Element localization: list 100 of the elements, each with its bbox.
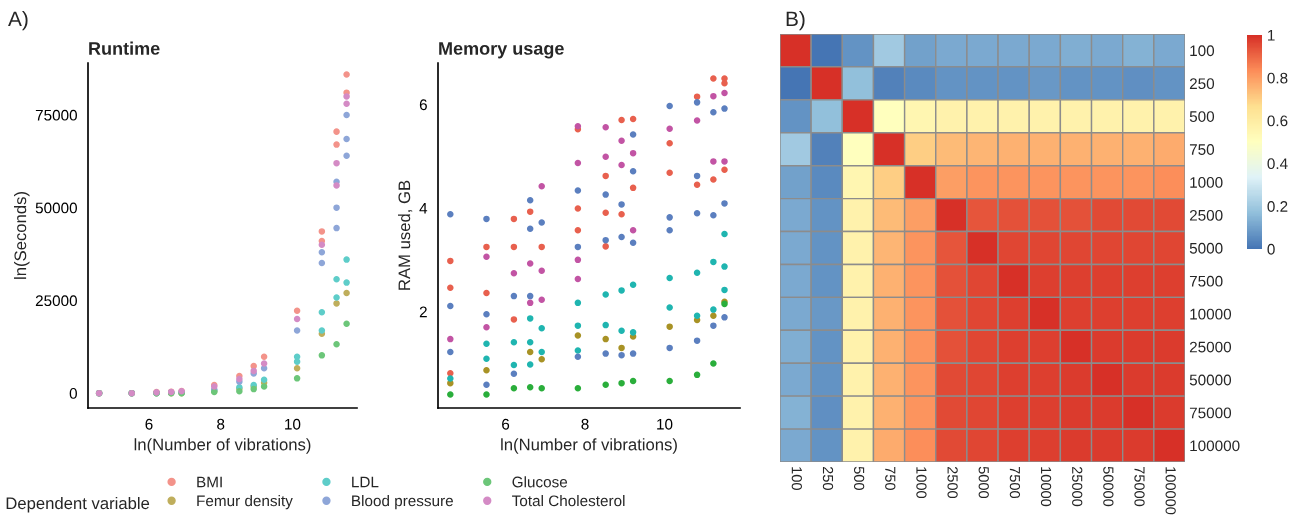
color-bar-label: 0.8 xyxy=(1267,72,1288,84)
point xyxy=(526,260,534,267)
point xyxy=(318,259,326,267)
point xyxy=(526,315,534,322)
point xyxy=(629,227,637,234)
point xyxy=(693,181,701,188)
point xyxy=(538,267,545,274)
point xyxy=(710,322,717,329)
point xyxy=(538,356,545,363)
point xyxy=(721,263,728,270)
y-tick-label: 75000 xyxy=(1189,407,1232,419)
point xyxy=(629,329,637,336)
x-tick-label: 500 xyxy=(853,466,865,490)
point xyxy=(293,315,301,323)
point xyxy=(721,314,728,321)
point xyxy=(538,243,545,251)
point xyxy=(483,355,490,363)
point xyxy=(666,274,673,282)
point xyxy=(574,256,582,264)
x-tick-label: 10 xyxy=(285,418,301,430)
x-tick-label: 8 xyxy=(217,418,225,430)
point xyxy=(693,371,701,379)
point xyxy=(343,320,350,328)
point xyxy=(483,391,490,398)
point xyxy=(721,158,728,165)
point xyxy=(333,300,340,307)
point xyxy=(666,125,673,133)
y-tick-label: 750 xyxy=(1189,144,1215,155)
y-tick-label: 250 xyxy=(1189,78,1215,90)
legend-label: Total Cholesterol xyxy=(512,495,625,507)
point xyxy=(666,323,673,330)
point xyxy=(618,211,625,218)
point xyxy=(602,335,609,343)
y-tick-label: 100 xyxy=(1190,45,1215,57)
point xyxy=(693,172,701,180)
color-bar-label: 0.6 xyxy=(1267,115,1288,127)
point xyxy=(693,312,701,320)
x-tick-label: 6 xyxy=(502,418,510,430)
point xyxy=(260,360,268,367)
point xyxy=(447,348,454,356)
x-axis-title: ln(Number of vibrations) xyxy=(501,438,677,454)
point xyxy=(574,332,582,339)
point xyxy=(510,215,518,223)
point xyxy=(574,353,582,360)
point xyxy=(666,169,673,177)
y-tick-label: 6 xyxy=(419,99,427,111)
point xyxy=(483,366,490,374)
point xyxy=(510,370,518,378)
point xyxy=(343,111,350,119)
point xyxy=(710,312,717,320)
point xyxy=(343,289,350,297)
x-axis-title: ln(Number of vibrations) xyxy=(134,438,311,454)
point xyxy=(618,233,625,241)
point xyxy=(602,209,609,216)
point xyxy=(574,205,582,212)
point xyxy=(538,296,545,303)
x-tick-label: 6 xyxy=(145,418,153,430)
point xyxy=(447,391,454,398)
text: B) xyxy=(786,10,805,31)
chart-title: Runtime xyxy=(89,41,160,55)
point xyxy=(574,159,582,167)
point xyxy=(618,344,625,352)
point xyxy=(538,219,545,226)
x-tick-label: 750 xyxy=(885,466,896,490)
point xyxy=(602,350,609,357)
point xyxy=(343,100,350,108)
point xyxy=(666,214,673,221)
x-tick-label: 1000 xyxy=(916,467,927,499)
point xyxy=(629,115,637,123)
point xyxy=(510,292,518,300)
point xyxy=(333,340,340,348)
point xyxy=(666,304,673,311)
point xyxy=(538,348,545,356)
point xyxy=(710,108,717,116)
point xyxy=(602,191,609,198)
point xyxy=(710,176,717,183)
point xyxy=(618,327,625,335)
point xyxy=(293,327,301,334)
point xyxy=(526,384,534,391)
point xyxy=(666,227,673,234)
point xyxy=(693,337,701,344)
point xyxy=(721,230,728,238)
point xyxy=(343,152,350,159)
point xyxy=(574,227,582,234)
point xyxy=(318,352,326,359)
point xyxy=(447,257,454,265)
point xyxy=(526,208,534,215)
point xyxy=(693,117,701,124)
color-bar-label: 0.2 xyxy=(1267,201,1288,212)
point xyxy=(574,299,582,307)
legend-label: LDL xyxy=(352,476,379,488)
point xyxy=(618,116,625,124)
point xyxy=(629,281,637,288)
color-bar-label: 0.4 xyxy=(1267,158,1288,170)
point xyxy=(629,131,637,138)
point xyxy=(574,122,582,130)
point xyxy=(483,289,490,297)
point xyxy=(483,253,490,260)
y-tick-label: 2500 xyxy=(1189,209,1223,221)
x-tick-label: 75000 xyxy=(1134,466,1145,507)
